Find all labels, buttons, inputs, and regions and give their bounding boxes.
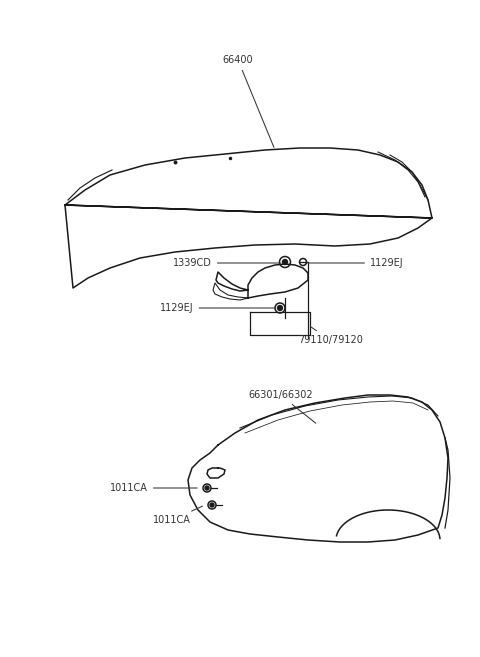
Text: 66301/66302: 66301/66302 [248,390,316,423]
Circle shape [283,260,288,265]
Text: 1129EJ: 1129EJ [160,303,275,313]
Text: 1339CD: 1339CD [173,258,280,268]
Text: 66400: 66400 [223,55,274,147]
Text: 1011CA: 1011CA [110,483,197,493]
Text: 1011CA: 1011CA [153,506,203,525]
Circle shape [277,306,283,311]
Text: 79110/79120: 79110/79120 [298,327,363,345]
Circle shape [205,486,209,490]
Text: 1129EJ: 1129EJ [308,258,404,268]
Circle shape [210,503,214,507]
